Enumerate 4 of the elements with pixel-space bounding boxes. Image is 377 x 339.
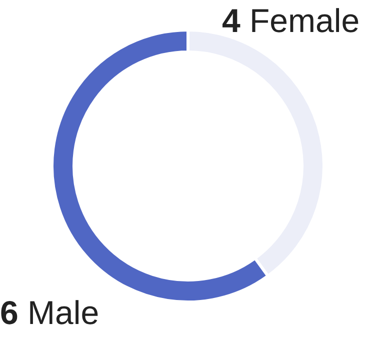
data-label: 6 [0,294,18,331]
slice-label: Female [240,2,360,39]
data-label: 4 [222,2,241,39]
slice-label: Male [18,294,100,331]
